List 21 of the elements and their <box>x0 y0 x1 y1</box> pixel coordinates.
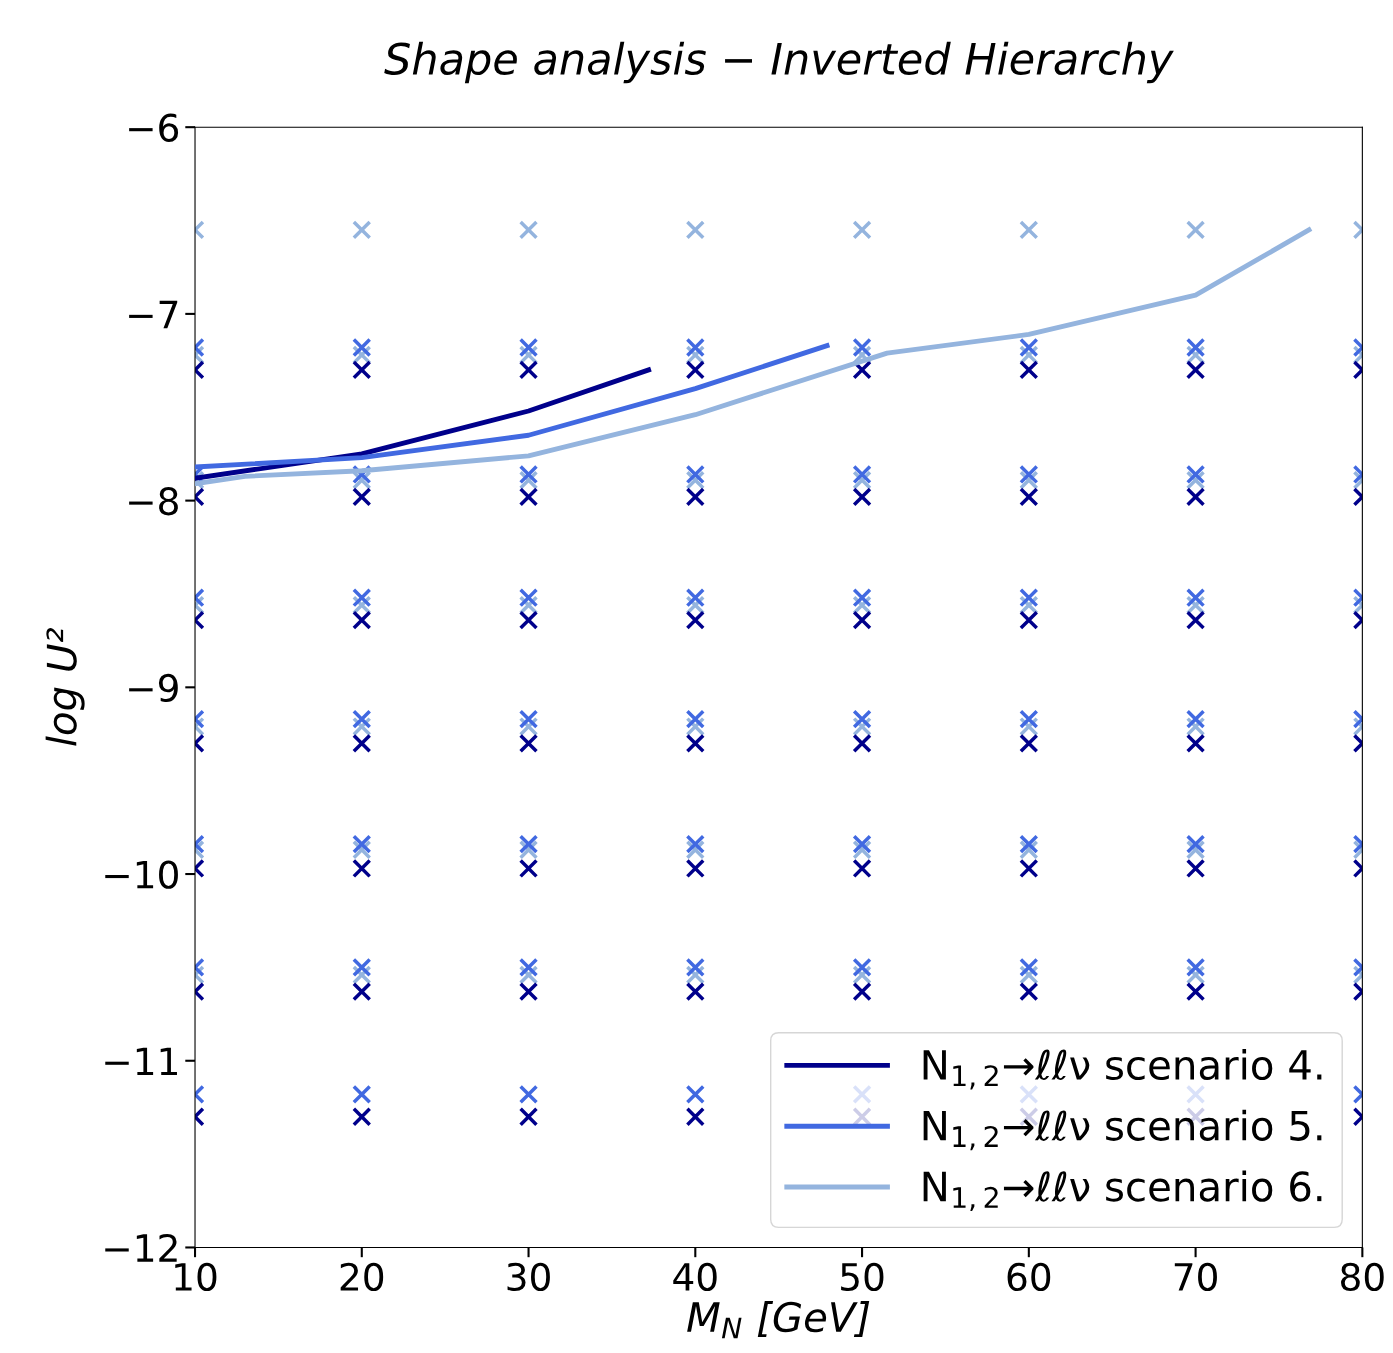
x-tick-label: 80 <box>1341 1262 1384 1292</box>
x-tick-label: 50 <box>841 1262 884 1292</box>
x-tick-label: 30 <box>507 1262 550 1292</box>
chart-title: Shape analysis − Inverted Hierarchy <box>384 41 1174 84</box>
x-tick-label: 20 <box>340 1262 384 1292</box>
y-tick-label: −7 <box>129 300 178 329</box>
y-tick-label: −11 <box>105 1047 177 1075</box>
x-tick-label: 40 <box>673 1262 717 1292</box>
y-tick-label: −10 <box>105 860 178 889</box>
x-tick-label: 70 <box>1174 1262 1217 1292</box>
y-tick-label: −9 <box>129 673 178 703</box>
x-tick-label: 60 <box>1007 1262 1051 1292</box>
x-tick-label: 10 <box>175 1262 217 1292</box>
y-tick-label: −8 <box>129 487 178 516</box>
x-axis-title: M$_{N}$ [GeV] <box>687 1301 870 1339</box>
legend-label: N$_{1,2}$→ℓℓν scenario 5. <box>923 1109 1322 1151</box>
y-axis-title: log U² <box>45 628 85 746</box>
y-tick-label: −12 <box>105 1233 177 1262</box>
y-tick-label: −6 <box>129 113 179 142</box>
legend-label: N$_{1,2}$→ℓℓν scenario 6. <box>923 1170 1322 1212</box>
legend-label: N$_{1,2}$→ℓℓν scenario 4. <box>923 1048 1322 1090</box>
